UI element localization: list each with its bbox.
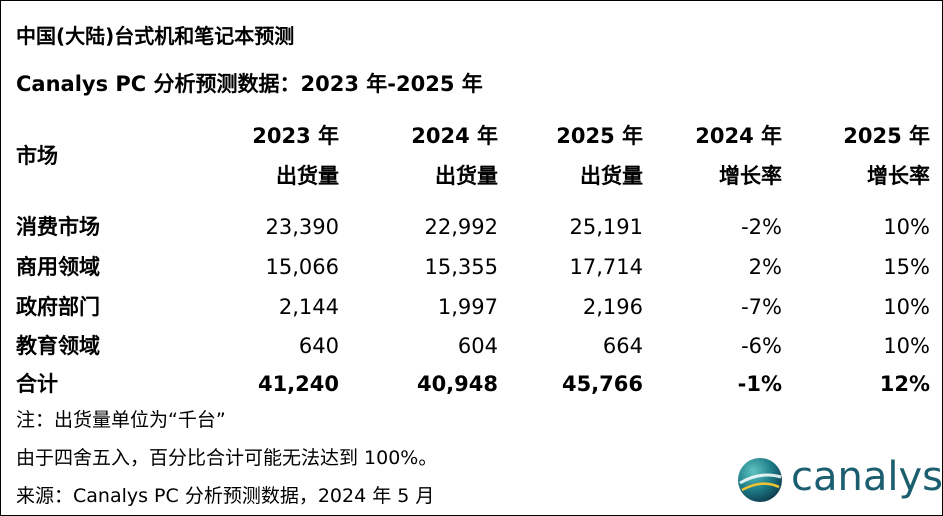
total-cell: -1%	[737, 372, 782, 396]
note: 由于四舍五入，百分比合计可能无法达到 100%。	[16, 447, 438, 469]
cell: 15%	[883, 255, 930, 279]
row-label: 教育领域	[16, 334, 100, 358]
row-label: 政府部门	[16, 295, 100, 319]
market-header: 市场	[16, 144, 58, 168]
column-header: 2025 年	[843, 124, 930, 148]
cell: -6%	[741, 334, 782, 358]
column-header: 2024 年	[695, 124, 782, 148]
total-label: 合计	[16, 372, 58, 396]
logo-icon	[738, 458, 782, 502]
cell: 22,992	[424, 215, 498, 239]
cell: 1,997	[437, 295, 498, 319]
row-label: 商用领域	[16, 255, 100, 279]
cell: 604	[457, 334, 498, 358]
column-header: 出货量	[435, 164, 498, 188]
cell: 25,191	[569, 215, 643, 239]
column-header: 2024 年	[411, 124, 498, 148]
column-header: 增长率	[719, 164, 782, 188]
column-header: 出货量	[276, 164, 339, 188]
cell: 2,196	[582, 295, 643, 319]
logo-text: canalys	[791, 454, 943, 500]
row-label: 消费市场	[16, 215, 100, 239]
total-cell: 45,766	[561, 372, 643, 396]
cell: 10%	[883, 295, 930, 319]
cell: 10%	[883, 334, 930, 358]
cell: 15,066	[265, 255, 339, 279]
cell: 10%	[883, 215, 930, 239]
cell: 640	[298, 334, 339, 358]
column-header: 增长率	[867, 164, 930, 188]
title: 中国(大陆)台式机和笔记本预测	[16, 24, 295, 48]
cell: 2%	[748, 255, 782, 279]
cell: -7%	[741, 295, 782, 319]
cell: 17,714	[569, 255, 643, 279]
total-cell: 41,240	[257, 372, 339, 396]
note: 来源：Canalys PC 分析预测数据，2024 年 5 月	[16, 485, 435, 507]
cell: 664	[602, 334, 643, 358]
column-header: 出货量	[580, 164, 643, 188]
cell: 2,144	[278, 295, 339, 319]
column-header: 2025 年	[556, 124, 643, 148]
total-cell: 12%	[879, 372, 930, 396]
cell: 15,355	[424, 255, 498, 279]
column-header: 2023 年	[252, 124, 339, 148]
note: 注：出货量单位为“千台”	[16, 409, 226, 431]
total-cell: 40,948	[416, 372, 498, 396]
subtitle: Canalys PC 分析预测数据：2023 年-2025 年	[16, 72, 483, 96]
cell: -2%	[741, 215, 782, 239]
cell: 23,390	[265, 215, 339, 239]
